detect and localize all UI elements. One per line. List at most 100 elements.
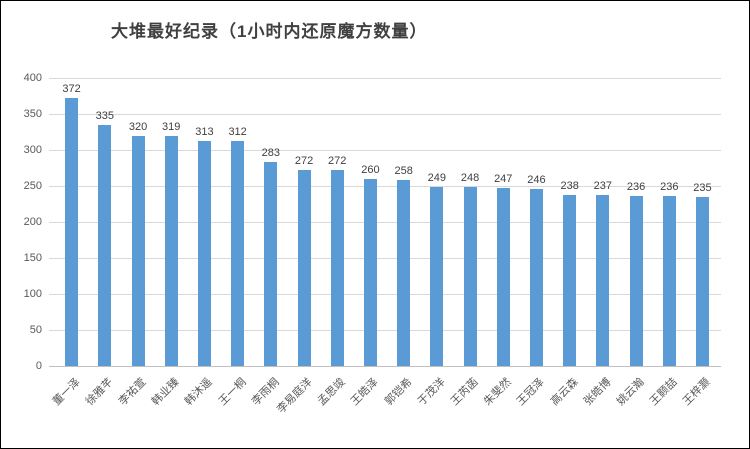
plot-area[interactable]: 0 50 100 150 200 250 300 350 400 372 董一泽 335 徐雅芊 320… [24, 72, 721, 416]
bar-column: 319 韩业臻 [150, 78, 188, 408]
bar-value-label: 312 [228, 126, 247, 139]
bar[interactable] [197, 140, 211, 366]
gridline [49, 294, 721, 295]
y-axis-tick-label: 0 [35, 360, 42, 372]
bar-column: 249 于茂洋 [416, 78, 453, 408]
bar-column: 258 郭铠希 [382, 78, 420, 408]
bar-column: 237 张皓博 [582, 78, 619, 408]
gridline [49, 222, 721, 223]
bar-column: 248 王芮菡 [449, 78, 486, 407]
bar[interactable] [430, 186, 444, 366]
bar-value-label: 283 [261, 147, 280, 160]
bar-column: 283 李雨桐 [250, 78, 287, 408]
bar-column: 272 孟思竣 [316, 78, 354, 408]
bar-column: 320 李祐萱 [117, 78, 154, 408]
category-label: 朱斐然 [482, 376, 514, 408]
category-label: 姚云瀚 [614, 376, 647, 408]
bar-column: 272 李易庭洋 [275, 78, 320, 416]
bar-column: 235 王梓灏 [681, 78, 719, 408]
bar-value-label: 258 [394, 165, 413, 178]
y-axis-tick-label: 150 [23, 252, 42, 264]
bar-value-label: 238 [560, 179, 579, 192]
bar-value-label: 235 [693, 181, 712, 194]
category-label: 王梓灏 [681, 376, 714, 408]
bar-value-label: 249 [427, 171, 447, 184]
bar[interactable] [529, 188, 543, 366]
category-label: 孟思竣 [316, 376, 348, 408]
bar-column: 246 王冠泽 [515, 78, 553, 408]
bar[interactable] [65, 98, 79, 366]
bar-value-label: 335 [95, 109, 114, 122]
bar-column: 236 姚云瀚 [615, 78, 652, 408]
category-label: 王芮菡 [448, 376, 481, 408]
bar-value-label: 272 [328, 155, 347, 168]
bar-column: 312 王一桐 [216, 78, 254, 408]
category-label: 王颢喆 [648, 376, 680, 408]
bar[interactable] [563, 194, 577, 366]
bar-value-label: 372 [62, 83, 81, 96]
bar[interactable] [397, 180, 411, 366]
bar[interactable] [330, 170, 344, 366]
bar-column: 260 王皓泽 [349, 78, 387, 408]
category-label: 韩业臻 [150, 376, 182, 408]
bar[interactable] [297, 170, 311, 366]
y-axis-tick-label: 250 [23, 180, 42, 192]
bar[interactable] [264, 162, 278, 366]
bar-value-label: 236 [626, 181, 646, 194]
bar-value-label: 237 [593, 180, 613, 193]
bar[interactable] [695, 196, 709, 366]
bar-value-label: 272 [294, 155, 314, 168]
gridline [49, 150, 721, 151]
y-axis-tick-label: 50 [29, 324, 42, 336]
bar-column: 313 韩沐遥 [183, 78, 221, 408]
gridline [49, 330, 721, 331]
bar-value-label: 248 [460, 172, 480, 185]
bar[interactable] [629, 196, 643, 366]
bar-value-label: 247 [494, 173, 513, 186]
category-label: 于茂洋 [415, 376, 448, 408]
chart-title: 大堆最好纪录（1小时内还原魔方数量） [111, 22, 428, 41]
bar-column: 238 高云森 [548, 78, 586, 408]
category-label: 张皓博 [581, 376, 614, 408]
bar[interactable] [496, 188, 510, 366]
gridline [49, 186, 721, 187]
y-axis-tick-label: 100 [23, 288, 42, 300]
bar-column: 236 王颢喆 [648, 78, 686, 408]
bar-column: 247 朱斐然 [482, 78, 520, 408]
bar-series: 372 董一泽 335 徐雅芊 320 李祐萱 319 韩业臻 313 韩沐遥 312 王一桐 283 李… [50, 78, 719, 416]
bar[interactable] [463, 187, 477, 366]
y-axis-tick-label: 350 [23, 108, 42, 120]
category-label: 李易庭洋 [275, 376, 315, 416]
bar-value-label: 246 [527, 173, 546, 186]
bar[interactable] [164, 136, 178, 366]
bar[interactable] [231, 141, 245, 366]
bar-value-label: 260 [361, 163, 380, 176]
category-label: 李祐萱 [116, 376, 149, 408]
bar-value-label: 320 [128, 120, 148, 133]
bar-value-label: 313 [195, 125, 214, 138]
gridline [49, 78, 721, 79]
y-axis-tick-label: 200 [23, 216, 42, 228]
bar[interactable] [596, 195, 610, 366]
bar[interactable] [98, 124, 112, 366]
gridline [49, 258, 721, 259]
category-label: 韩沐遥 [183, 376, 216, 408]
y-axis-tick-label: 400 [23, 72, 42, 84]
category-label: 王冠泽 [515, 376, 548, 408]
category-label: 郭铠希 [382, 376, 415, 408]
category-label: 高云森 [548, 376, 581, 408]
bar[interactable] [662, 196, 676, 366]
bar-column: 372 董一泽 [50, 78, 88, 408]
bar-value-label: 319 [162, 121, 181, 134]
bar[interactable] [363, 178, 377, 366]
gridline [49, 114, 721, 115]
bar[interactable] [131, 135, 145, 366]
category-label: 董一泽 [50, 376, 83, 408]
bar-column: 335 徐雅芊 [84, 78, 121, 408]
category-label: 王皓泽 [349, 376, 382, 408]
x-axis-line [49, 366, 721, 367]
category-label: 徐雅芊 [83, 376, 116, 408]
category-label: 王一桐 [216, 376, 249, 408]
y-axis-tick-label: 300 [23, 144, 42, 156]
